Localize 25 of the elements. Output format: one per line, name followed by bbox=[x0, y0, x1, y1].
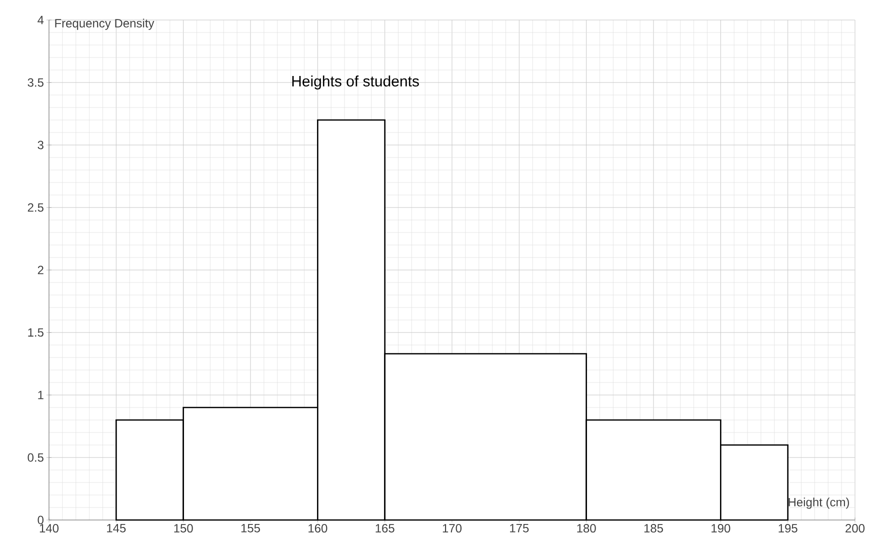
x-tick-label: 140 bbox=[40, 524, 59, 533]
y-tick-label: 1.5 bbox=[28, 328, 44, 337]
y-axis-title: Frequency Density bbox=[55, 18, 154, 30]
x-tick-label: 145 bbox=[107, 524, 126, 532]
y-tick-label: 3 bbox=[38, 140, 44, 150]
y-tick-label: 0.5 bbox=[28, 453, 44, 462]
x-tick-label: 180 bbox=[577, 524, 596, 533]
y-tick-label: 3.5 bbox=[28, 78, 44, 87]
y-tick-label: 2 bbox=[38, 266, 44, 274]
x-tick-label: 155 bbox=[241, 524, 260, 532]
y-tick-label: 4 bbox=[38, 16, 44, 24]
x-tick-label: 190 bbox=[712, 524, 730, 533]
x-tick-label: 200 bbox=[846, 524, 865, 533]
x-tick-label: 195 bbox=[778, 524, 798, 533]
x-tick-label: 185 bbox=[644, 524, 663, 533]
x-tick-label: 170 bbox=[442, 524, 462, 533]
x-axis-title: Height (cm) bbox=[788, 498, 849, 509]
x-tick-label: 175 bbox=[510, 524, 529, 532]
y-tick-label: 0 bbox=[38, 516, 44, 524]
y-tick-label: 1 bbox=[38, 390, 44, 400]
y-tick-label: 2.5 bbox=[28, 203, 44, 212]
x-tick-label: 150 bbox=[174, 524, 193, 533]
x-tick-label: 165 bbox=[376, 524, 394, 533]
text: Heights of students bbox=[292, 76, 419, 90]
x-tick-label: 160 bbox=[308, 524, 328, 533]
